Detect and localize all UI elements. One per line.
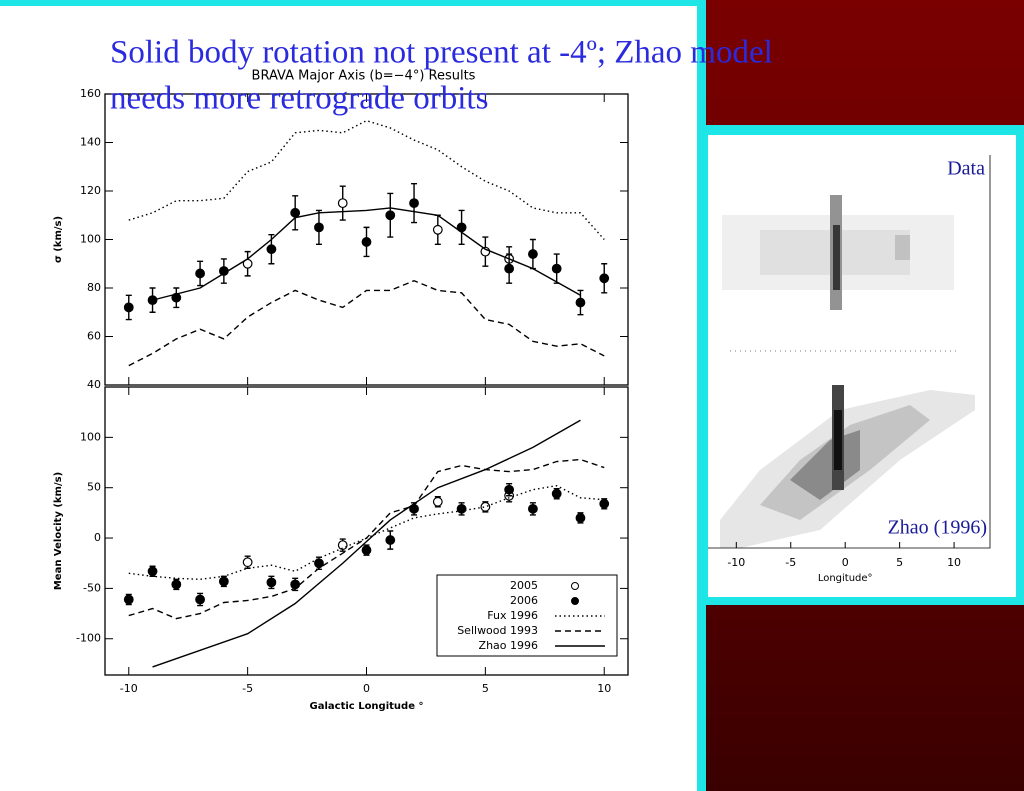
y-tick-label: 140: [80, 136, 101, 149]
data-point: [361, 237, 372, 247]
data-point: [504, 484, 515, 495]
x-axis-label: Galactic Longitude °: [310, 701, 424, 712]
inset-x-tick-label: 5: [896, 556, 903, 569]
y-tick-label: -100: [76, 632, 101, 645]
legend-marker: [571, 582, 579, 590]
data-point: [385, 535, 396, 545]
data-point: [551, 263, 562, 274]
data-point: [480, 501, 491, 512]
data-point: [147, 566, 158, 577]
x-tick-label: -5: [242, 682, 253, 695]
data-point: [409, 198, 419, 209]
legend-label: Fux 1996: [487, 609, 538, 622]
data-point: [314, 558, 324, 569]
data-point: [314, 222, 324, 233]
data-point: [575, 513, 586, 523]
y-tick-label: 40: [87, 378, 101, 391]
data-point: [266, 244, 277, 255]
data-point: [242, 557, 253, 568]
model-line: [152, 419, 581, 668]
data-point: [432, 496, 443, 507]
y-tick-label: 160: [80, 87, 101, 100]
y-tick-label: 100: [80, 233, 101, 246]
data-point: [551, 488, 562, 499]
left-panel: [0, 6, 697, 791]
inset-x-tick-label: -5: [785, 556, 796, 569]
slide-title: Solid body rotation not present at -4º; …: [110, 35, 773, 71]
density-data: [722, 195, 954, 310]
chart-title: BRAVA Major Axis (b=−4°) Results: [252, 69, 476, 84]
y-tick-label: 120: [80, 184, 101, 197]
slide-title: needs more retrograde orbits: [110, 81, 488, 117]
data-point: [123, 302, 134, 313]
data-point: [337, 198, 348, 209]
inset-top-label: Data: [947, 158, 985, 180]
y-tick-label: 60: [87, 330, 101, 343]
data-point: [123, 594, 134, 605]
inset-bottom-label: Zhao (1996): [888, 517, 987, 539]
x-tick-label: -10: [120, 682, 138, 695]
model-line: [152, 207, 581, 301]
data-point: [599, 273, 610, 284]
inset-x-label: Longitude°: [818, 573, 873, 584]
data-point: [504, 263, 515, 274]
data-point: [290, 579, 301, 590]
x-tick-label: 10: [597, 682, 611, 695]
model-line: [128, 458, 605, 620]
y-tick-label: 50: [87, 481, 101, 494]
y-tick-label: 100: [80, 430, 101, 443]
data-point: [599, 498, 610, 509]
data-point: [218, 576, 229, 587]
data-point: [528, 249, 538, 259]
data-point: [171, 579, 182, 590]
legend-marker: [571, 597, 579, 605]
inset-x-tick-label: -10: [727, 556, 745, 569]
inset-frame: [708, 155, 991, 549]
legend-label: 2005: [510, 579, 538, 592]
data-point: [528, 503, 538, 514]
data-point: [195, 268, 205, 279]
data-point: [432, 224, 443, 235]
y-tick-label: -50: [83, 581, 101, 594]
data-point: [361, 545, 372, 556]
data-point: [266, 577, 277, 588]
y-tick-label: 80: [87, 281, 101, 294]
y-tick-label: 0: [94, 531, 101, 544]
y-axis-label: σ (km/s): [53, 216, 64, 263]
data-point: [195, 594, 205, 605]
x-tick-label: 5: [482, 682, 489, 695]
legend-label: Zhao 1996: [479, 639, 538, 652]
legend-label: Sellwood 1993: [457, 624, 538, 637]
data-point: [385, 210, 396, 221]
data-point: [456, 503, 467, 514]
data-point: [337, 540, 348, 550]
model-line: [128, 279, 605, 367]
legend-label: 2006: [510, 594, 538, 607]
density-model: [720, 385, 975, 548]
x-tick-label: 0: [363, 682, 370, 695]
inset-x-tick-label: 0: [842, 556, 849, 569]
inset-x-tick-label: 10: [947, 556, 961, 569]
data-point: [575, 297, 586, 308]
data-point: [290, 207, 301, 218]
y-axis-label: Mean Velocity (km/s): [53, 472, 64, 590]
